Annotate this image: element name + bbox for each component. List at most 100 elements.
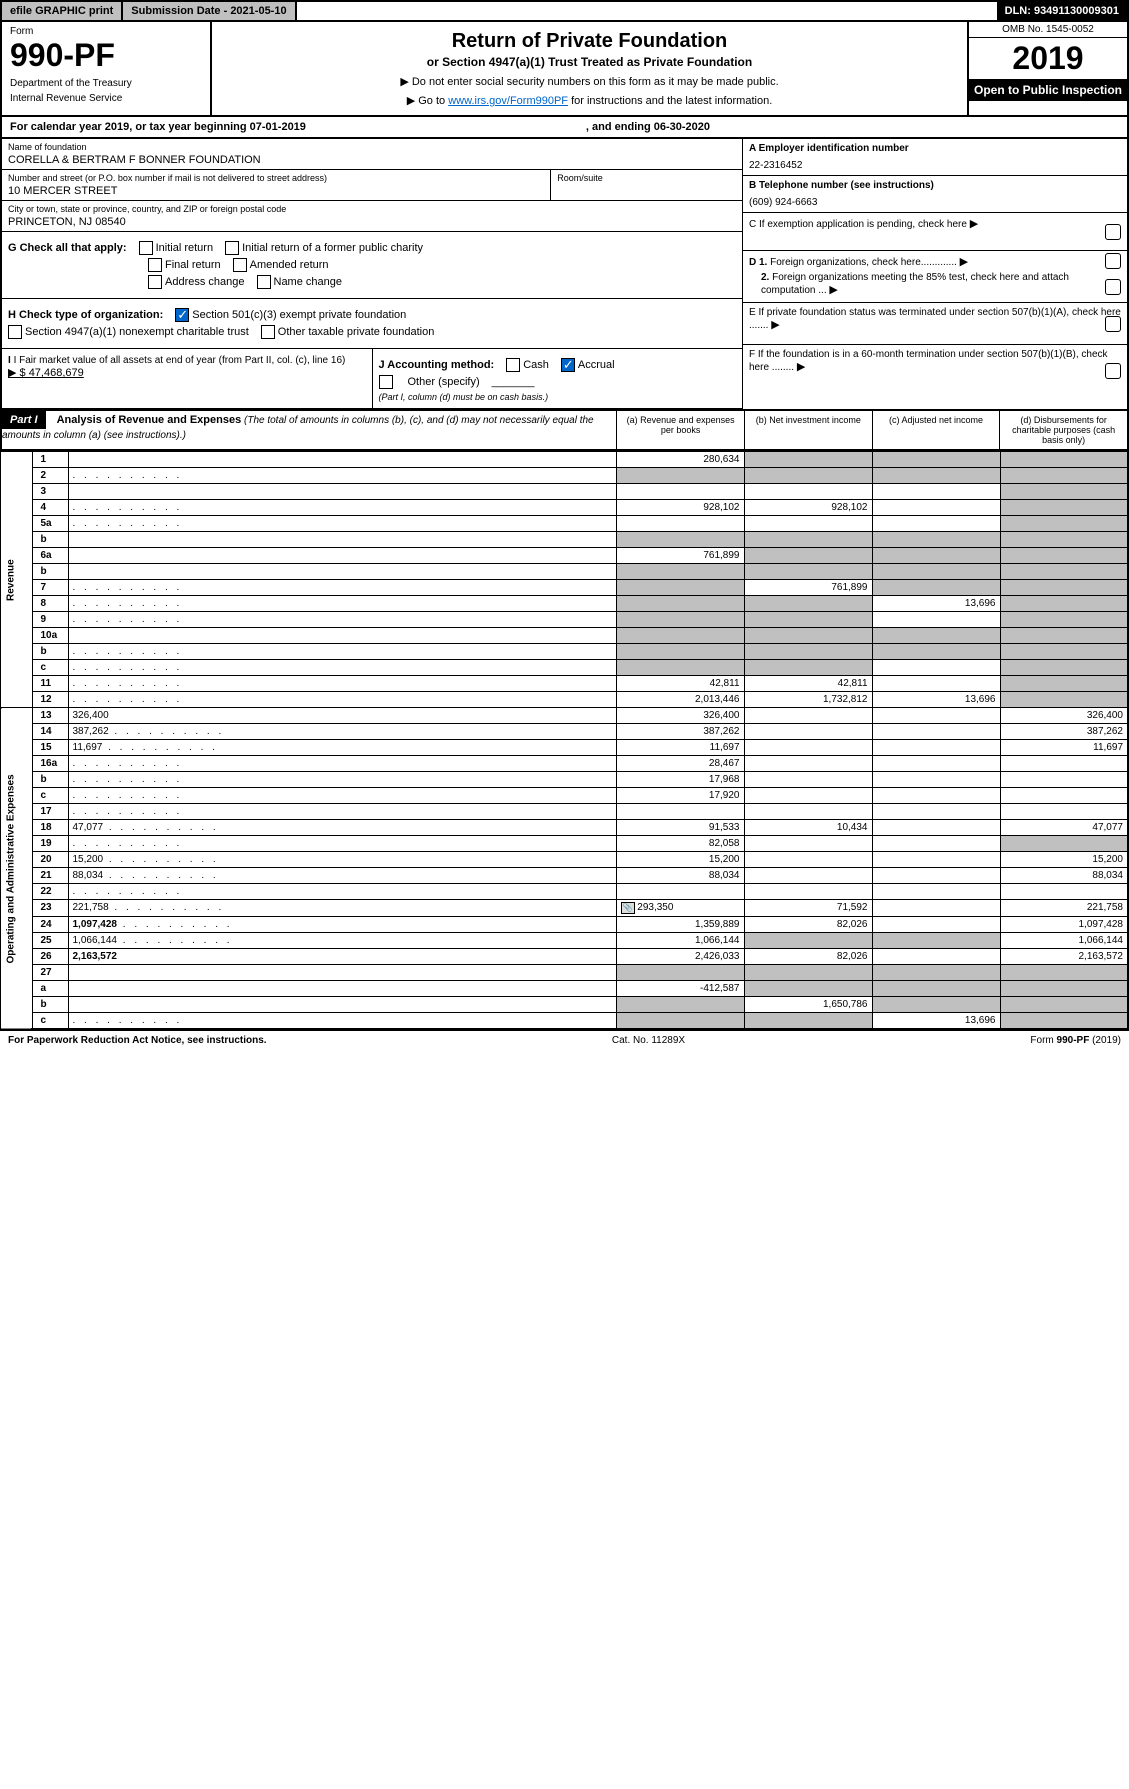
row-desc: [68, 804, 616, 820]
row-num: 9: [32, 612, 68, 628]
col-d: [1000, 660, 1128, 676]
row-num: 2: [32, 468, 68, 484]
table-row: Revenue1280,634: [1, 452, 1128, 468]
cal-begin: For calendar year 2019, or tax year begi…: [10, 121, 306, 133]
col-c: [872, 612, 1000, 628]
opt-other-acct: Other (specify): [408, 376, 480, 388]
e-label: E If private foundation status was termi…: [749, 307, 1121, 331]
col-b: [744, 740, 872, 756]
row-desc: [68, 500, 616, 516]
chk-amended[interactable]: [233, 258, 247, 272]
open-public-label: Open to Public Inspection: [969, 79, 1127, 101]
col-c: [872, 740, 1000, 756]
col-a: [616, 596, 744, 612]
form-title: Return of Private Foundation: [220, 30, 959, 53]
i-label: I Fair market value of all assets at end…: [14, 355, 346, 366]
ein-label: A Employer identification number: [749, 143, 909, 154]
chk-e[interactable]: [1105, 316, 1121, 332]
row-num: 8: [32, 596, 68, 612]
row-num: 22: [32, 884, 68, 900]
col-d: 1,066,144: [1000, 933, 1128, 949]
note-1: ▶ Do not enter social security numbers o…: [220, 75, 959, 88]
chk-cash[interactable]: [506, 358, 520, 372]
table-row: 5a: [1, 516, 1128, 532]
form-box: Form 990-PF Department of the Treasury I…: [2, 22, 212, 115]
row-num: c: [32, 788, 68, 804]
chk-4947[interactable]: [8, 325, 22, 339]
opt-initial: Initial return: [156, 242, 213, 254]
chk-address[interactable]: [148, 275, 162, 289]
chk-other-tax[interactable]: [261, 325, 275, 339]
col-c: [872, 965, 1000, 981]
chk-accrual[interactable]: [561, 358, 575, 372]
col-b: 1,650,786: [744, 997, 872, 1013]
chk-name[interactable]: [257, 275, 271, 289]
section-j: J Accounting method: Cash Accrual Other …: [373, 349, 743, 409]
table-row: 6a761,899: [1, 548, 1128, 564]
chk-d2[interactable]: [1105, 279, 1121, 295]
col-a: 2,013,446: [616, 692, 744, 708]
col-c: [872, 852, 1000, 868]
col-a: 1,066,144: [616, 933, 744, 949]
row-num: 27: [32, 965, 68, 981]
form-link[interactable]: www.irs.gov/Form990PF: [448, 95, 568, 107]
col-a: [616, 884, 744, 900]
col-b: [744, 804, 872, 820]
section-i: I I Fair market value of all assets at e…: [2, 349, 373, 409]
col-b: 82,026: [744, 917, 872, 933]
chk-initial-public[interactable]: [225, 241, 239, 255]
row-num: 15: [32, 740, 68, 756]
room-label: Room/suite: [557, 173, 736, 183]
cal-end: , and ending 06-30-2020: [586, 121, 710, 133]
col-d: [1000, 692, 1128, 708]
row-num: 17: [32, 804, 68, 820]
col-a: [616, 997, 744, 1013]
chk-initial-return[interactable]: [139, 241, 153, 255]
row-desc: [68, 981, 616, 997]
col-b: [744, 484, 872, 500]
chk-c[interactable]: [1105, 224, 1121, 240]
col-b: [744, 788, 872, 804]
part1-desc: Analysis of Revenue and Expenses (The to…: [2, 411, 594, 445]
col-a: 928,102: [616, 500, 744, 516]
col-d: 387,262: [1000, 724, 1128, 740]
col-d: 15,200: [1000, 852, 1128, 868]
row-num: b: [32, 532, 68, 548]
col-c: [872, 644, 1000, 660]
chk-final[interactable]: [148, 258, 162, 272]
col-a: 42,811: [616, 676, 744, 692]
col-a: [616, 628, 744, 644]
col-c: [872, 949, 1000, 965]
col-d: [1000, 884, 1128, 900]
table-row: b: [1, 532, 1128, 548]
table-row: 2015,20015,20015,200: [1, 852, 1128, 868]
col-c: [872, 933, 1000, 949]
col-d: [1000, 580, 1128, 596]
col-a: [616, 564, 744, 580]
col-a: [616, 1013, 744, 1030]
col-d: [1000, 468, 1128, 484]
table-row: a-412,587: [1, 981, 1128, 997]
col-d: [1000, 676, 1128, 692]
col-b: 10,434: [744, 820, 872, 836]
col-b: 42,811: [744, 676, 872, 692]
addr-label: Number and street (or P.O. box number if…: [8, 173, 544, 183]
title-box: Return of Private Foundation or Section …: [212, 22, 967, 115]
chk-other-acct[interactable]: [379, 375, 393, 389]
schedule-icon[interactable]: 📎: [621, 902, 635, 914]
col-c: [872, 756, 1000, 772]
table-row: b: [1, 564, 1128, 580]
row-num: 11: [32, 676, 68, 692]
row-num: 18: [32, 820, 68, 836]
opt-final: Final return: [165, 259, 221, 271]
row-desc: 11,697: [68, 740, 616, 756]
chk-d1[interactable]: [1105, 253, 1121, 269]
col-a: [616, 965, 744, 981]
chk-f[interactable]: [1105, 363, 1121, 379]
col-a: 📎 293,350: [616, 900, 744, 917]
col-d: [1000, 836, 1128, 852]
row-desc: [68, 644, 616, 660]
col-d: 326,400: [1000, 708, 1128, 724]
chk-501c3[interactable]: [175, 308, 189, 322]
efile-button[interactable]: efile GRAPHIC print: [2, 2, 123, 20]
